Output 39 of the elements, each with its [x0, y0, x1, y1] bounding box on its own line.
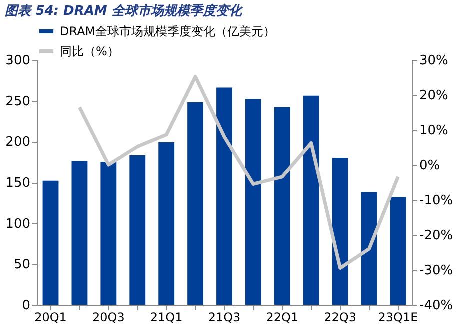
y-tick-label: 150: [6, 176, 30, 191]
bar: [72, 161, 88, 305]
x-tick-label: 21Q3: [208, 310, 241, 324]
y-tick-label: 200: [6, 135, 30, 150]
bar: [303, 96, 320, 305]
y2-tick-label: -40%: [420, 298, 454, 314]
bar: [100, 162, 117, 305]
x-tick-label: 23Q1E: [378, 310, 418, 324]
x-tick-label: 22Q3: [324, 310, 357, 324]
x-tick-label: 20Q1: [34, 310, 67, 324]
x-tick-label: 20Q3: [92, 310, 125, 324]
bar: [216, 88, 232, 305]
bar: [390, 197, 406, 305]
bar: [188, 102, 204, 305]
y2-tick-label: -30%: [420, 264, 454, 278]
bar: [245, 99, 262, 305]
bar: [158, 142, 175, 305]
y2-tick-label: 0%: [420, 158, 440, 174]
bar: [274, 107, 290, 305]
y2-tick-label: 30%: [420, 54, 448, 68]
y-tick-label: 300: [6, 54, 30, 68]
y2-tick-label: 10%: [420, 124, 448, 138]
y-tick-label: 250: [6, 94, 30, 110]
bar: [361, 192, 378, 305]
y-tick-label: 100: [6, 216, 30, 232]
y2-tick-label: -10%: [420, 194, 454, 208]
x-tick-label: 21Q1: [150, 310, 183, 324]
y-tick-label: 0: [22, 298, 30, 314]
legend-label: DRAM全球市场规模季度变化（亿美元）: [60, 24, 276, 38]
chart-title: 图表 54: DRAM 全球市场规模季度变化: [5, 3, 244, 19]
legend-label: 同比（%）: [60, 44, 120, 58]
bar: [130, 156, 146, 305]
y-tick-label: 50: [14, 258, 30, 273]
bar: [42, 180, 59, 305]
y2-tick-label: -20%: [420, 228, 454, 244]
bar: [332, 158, 348, 305]
y2-tick-label: 20%: [420, 88, 448, 104]
line-series: [78, 75, 400, 270]
x-tick-label: 22Q1: [266, 310, 299, 324]
